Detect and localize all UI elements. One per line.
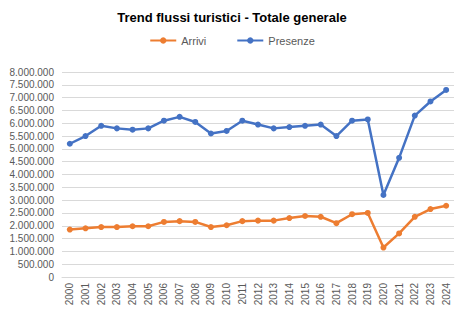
svg-text:2015: 2015	[300, 283, 311, 306]
svg-text:4.500.000: 4.500.000	[10, 156, 55, 167]
svg-text:2022: 2022	[409, 283, 420, 306]
svg-text:5.500.000: 5.500.000	[10, 131, 55, 142]
svg-text:4.000.000: 4.000.000	[10, 169, 55, 180]
svg-text:2.000.000: 2.000.000	[10, 220, 55, 231]
svg-text:1.000.000: 1.000.000	[10, 246, 55, 257]
svg-text:500.000: 500.000	[18, 259, 55, 270]
svg-text:2008: 2008	[190, 283, 201, 306]
svg-text:2009: 2009	[205, 283, 216, 306]
svg-text:8.000.000: 8.000.000	[10, 67, 55, 78]
svg-text:5.000.000: 5.000.000	[10, 143, 55, 154]
svg-text:1.500.000: 1.500.000	[10, 233, 55, 244]
svg-text:2014: 2014	[284, 283, 295, 306]
svg-text:3.000.000: 3.000.000	[10, 195, 55, 206]
svg-text:2021: 2021	[394, 283, 405, 306]
svg-text:Trend flussi turistici - Total: Trend flussi turistici - Totale generale	[117, 10, 346, 25]
svg-text:2013: 2013	[268, 283, 279, 306]
svg-text:0: 0	[48, 272, 54, 283]
svg-text:2001: 2001	[80, 283, 91, 306]
svg-text:2010: 2010	[221, 283, 232, 306]
svg-text:6.500.000: 6.500.000	[10, 105, 55, 116]
svg-text:2004: 2004	[127, 283, 138, 306]
svg-text:7.000.000: 7.000.000	[10, 92, 55, 103]
svg-text:2007: 2007	[174, 283, 185, 306]
svg-text:2011: 2011	[237, 283, 248, 305]
svg-text:2006: 2006	[158, 283, 169, 306]
svg-text:Arrivi: Arrivi	[181, 35, 206, 47]
svg-text:2018: 2018	[347, 283, 358, 306]
svg-text:6.000.000: 6.000.000	[10, 118, 55, 129]
svg-text:2.500.000: 2.500.000	[10, 207, 55, 218]
svg-text:2024: 2024	[441, 283, 452, 306]
svg-text:7.500.000: 7.500.000	[10, 79, 55, 90]
svg-text:2016: 2016	[315, 283, 326, 306]
svg-text:2003: 2003	[111, 283, 122, 306]
svg-text:2020: 2020	[378, 283, 389, 306]
svg-text:2012: 2012	[253, 283, 264, 306]
svg-text:2002: 2002	[96, 283, 107, 306]
svg-text:Presenze: Presenze	[268, 35, 314, 47]
svg-text:2000: 2000	[64, 283, 75, 306]
svg-text:2023: 2023	[425, 283, 436, 306]
svg-text:3.500.000: 3.500.000	[10, 182, 55, 193]
svg-text:2005: 2005	[143, 283, 154, 306]
svg-text:2019: 2019	[362, 283, 373, 306]
svg-text:2017: 2017	[331, 283, 342, 306]
